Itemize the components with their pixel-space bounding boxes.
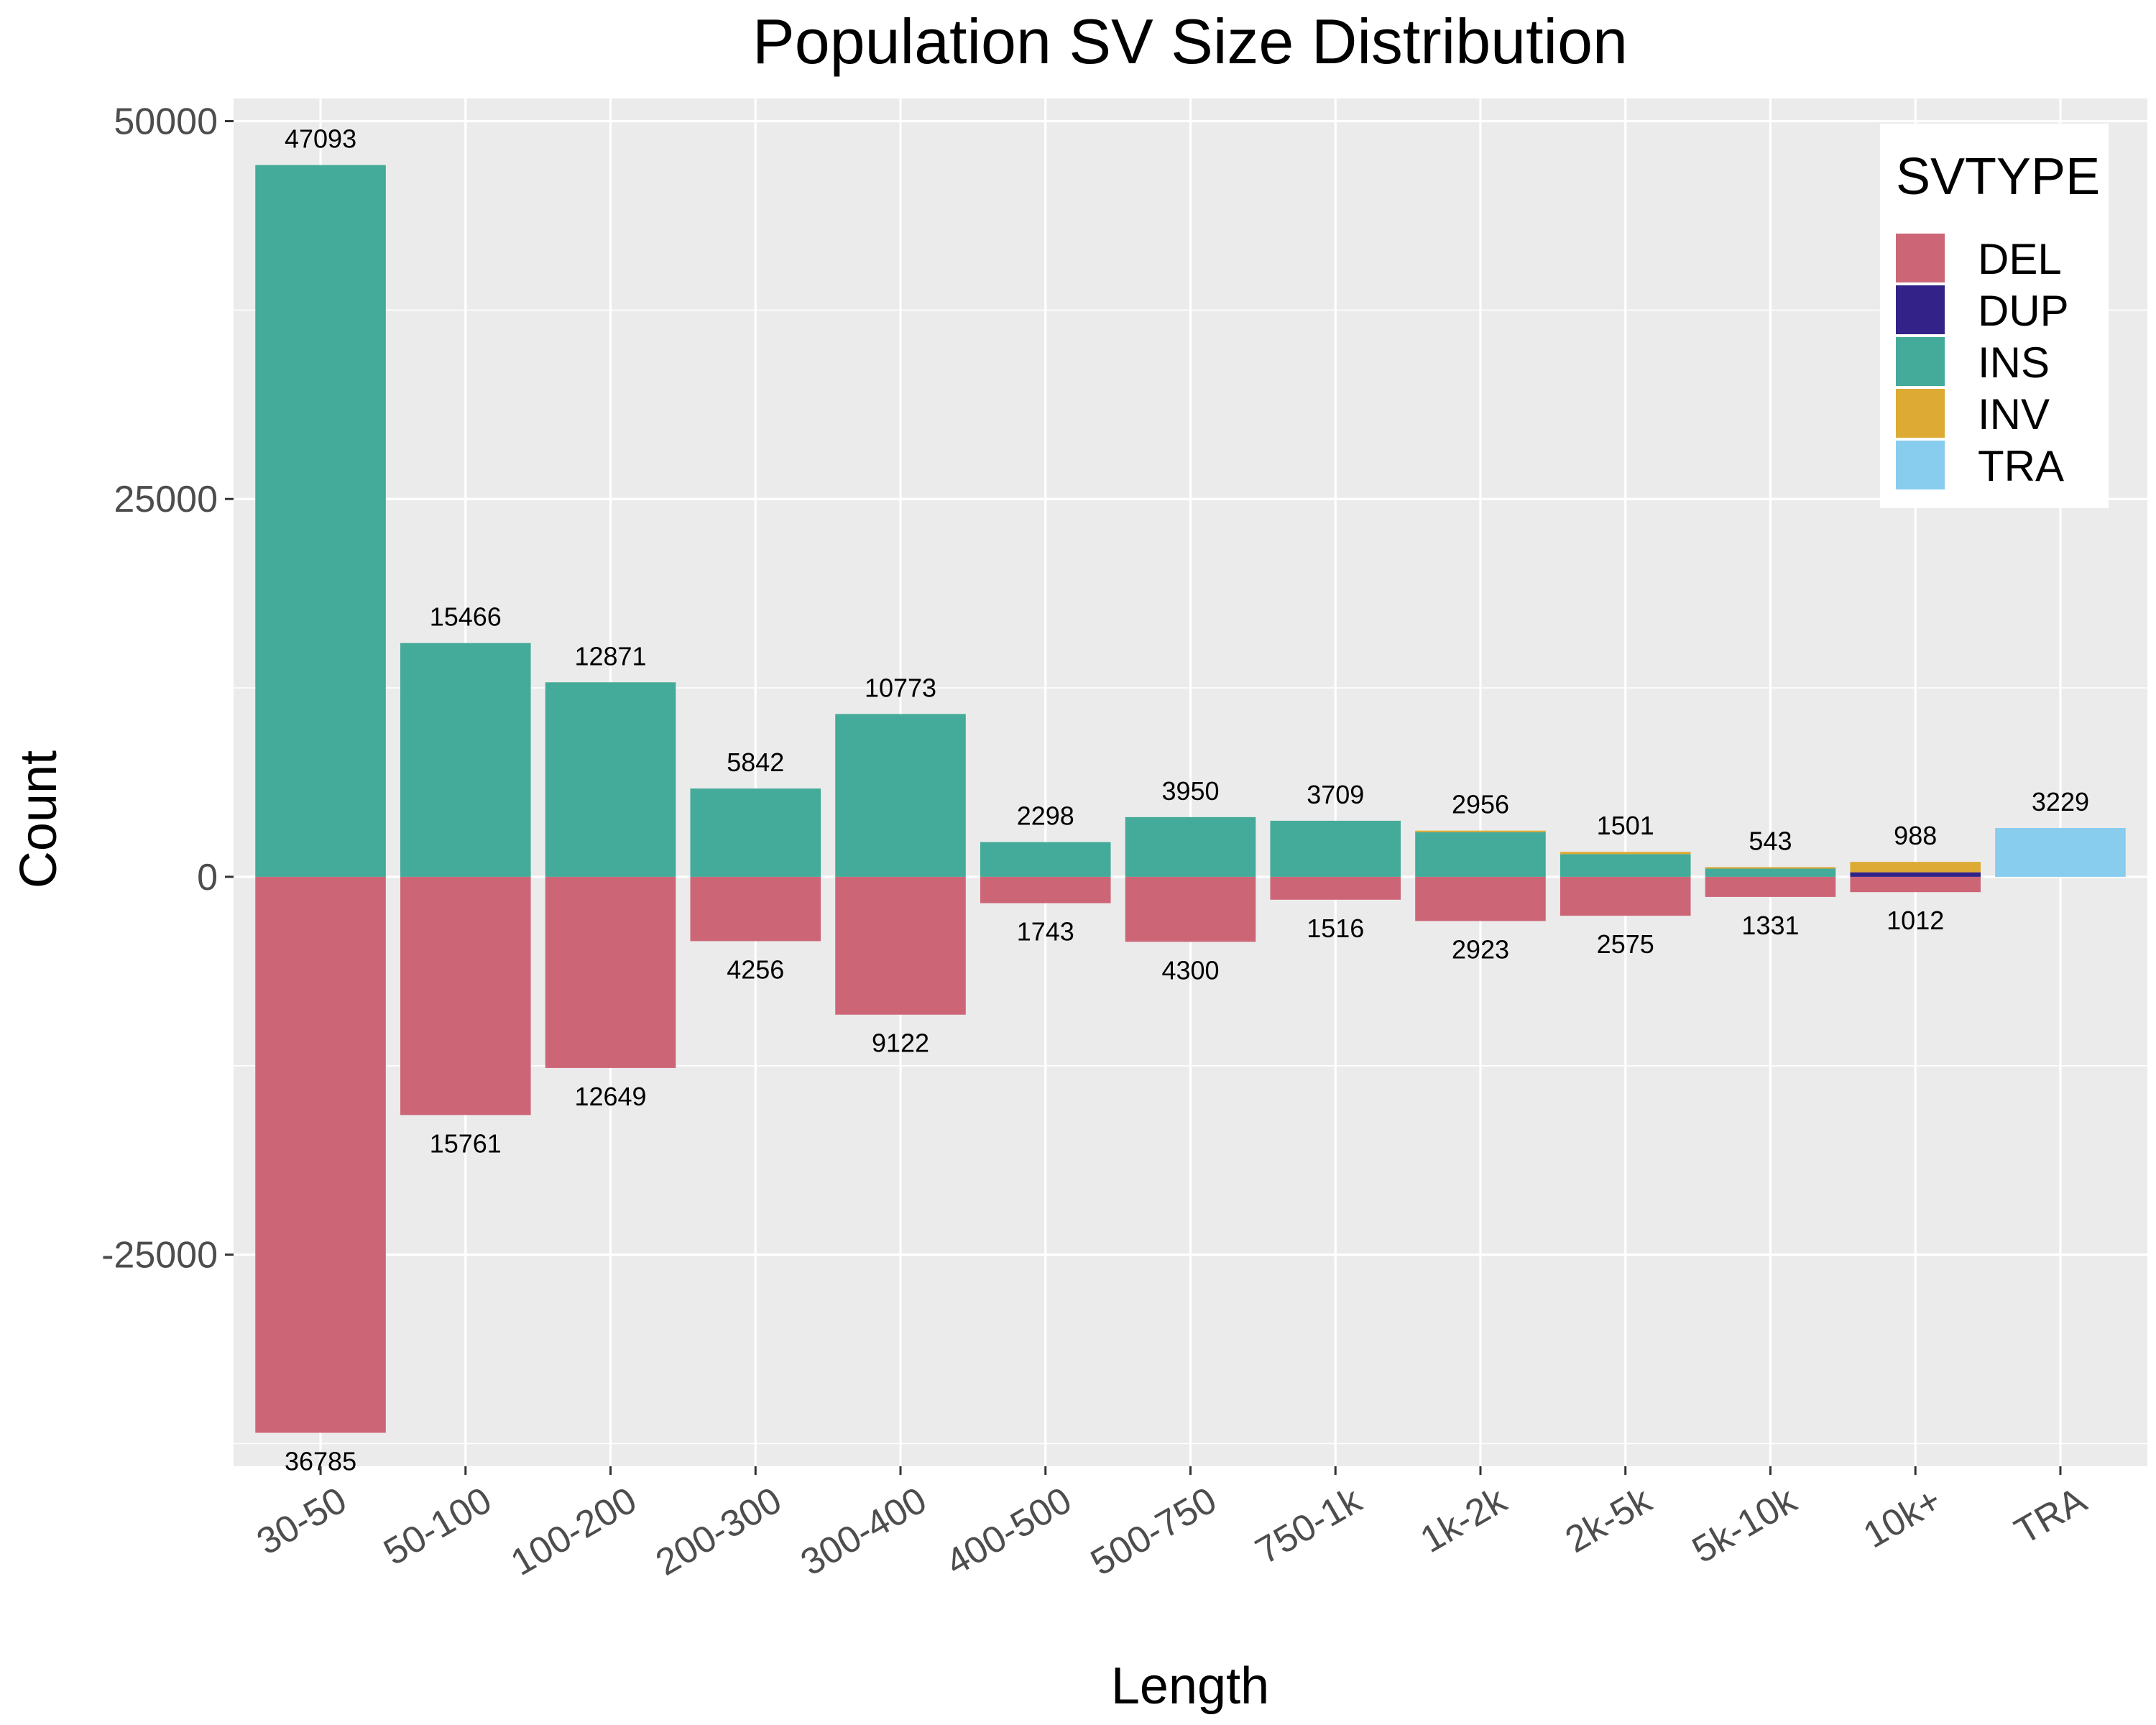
legend-label-dup: DUP (1978, 287, 2069, 335)
bar-label-negative: 1516 (1307, 914, 1364, 943)
x-tick-label: 5k-10k (1685, 1479, 1804, 1572)
legend-key-dup (1896, 285, 1945, 334)
x-tick-label: 300-400 (794, 1479, 934, 1584)
bar-label-negative: 1331 (1741, 911, 1799, 940)
y-axis: -25000 0 25000 50000 (101, 101, 234, 1276)
x-tick-label: TRA (2008, 1479, 2093, 1552)
legend-key-ins (1896, 337, 1945, 386)
bar-label-positive: 47093 (285, 124, 356, 154)
x-tick-label: 750-1k (1249, 1479, 1370, 1573)
y-tick-label: 0 (197, 857, 218, 898)
bar-ins-500-750 (1125, 816, 1256, 877)
y-axis-title: Count (10, 750, 68, 888)
x-tick-label: 50-100 (377, 1479, 499, 1573)
bar-label-negative: 2575 (1597, 929, 1654, 959)
legend-key-inv (1896, 389, 1945, 438)
bar-label-positive: 1501 (1597, 811, 1654, 840)
x-tick-label: 10k+ (1856, 1479, 1948, 1556)
bar-ins-400-500 (980, 842, 1111, 877)
legend-title: SVTYPE (1896, 148, 2100, 206)
bar-label-negative: 1743 (1017, 917, 1074, 947)
x-tick-label: 30-50 (250, 1479, 354, 1563)
x-tick-label: 500-750 (1084, 1479, 1223, 1584)
bar-del-500-750 (1125, 876, 1256, 942)
x-tick-label: 200-300 (649, 1479, 788, 1584)
bar-tra-TRA (1995, 828, 2126, 877)
bar-labels: 4709336785154661576112871126495842425610… (285, 124, 2089, 1476)
bar-ins-1k-2k (1415, 832, 1546, 877)
bar-del-5k-10k (1705, 876, 1836, 897)
bar-label-negative: 12649 (574, 1082, 646, 1111)
bar-del-400-500 (980, 876, 1111, 903)
bar-label-positive: 15466 (430, 602, 502, 632)
bar-del-10k+ (1850, 876, 1981, 893)
bar-del-750-1k (1270, 876, 1401, 900)
bar-label-positive: 10773 (865, 673, 936, 702)
bar-del-50-100 (400, 876, 531, 1116)
bar-ins-100-200 (545, 682, 676, 877)
legend-key-del (1896, 234, 1945, 282)
bar-label-positive: 3229 (2032, 787, 2089, 816)
bar-dup-10k+ (1850, 872, 1981, 877)
bar-label-negative: 9122 (872, 1029, 929, 1058)
x-tick-label: 2k-5k (1559, 1479, 1659, 1561)
legend-key-tra (1896, 441, 1945, 489)
bar-del-100-200 (545, 876, 676, 1068)
x-axis: 30-50 50-100 100-200 200-300 300-400 400-500 5… (250, 1466, 2093, 1584)
legend-label-ins: INS (1978, 339, 2050, 387)
bar-label-positive: 2298 (1017, 801, 1074, 831)
bar-label-positive: 2956 (1452, 790, 1509, 819)
bar-inv-2k-5k (1560, 852, 1691, 855)
bars (255, 165, 2126, 1433)
legend-label-del: DEL (1978, 235, 2062, 283)
bar-ins-300-400 (835, 714, 966, 877)
y-tick-label: 25000 (114, 479, 218, 520)
y-tick-label: -25000 (101, 1235, 218, 1276)
x-tick-label: 400-500 (939, 1479, 1078, 1584)
bar-label-negative: 4300 (1161, 955, 1219, 985)
bar-label-negative: 4256 (727, 954, 784, 984)
bar-inv-10k+ (1850, 862, 1981, 873)
bar-ins-30-50 (255, 165, 386, 877)
legend-label-inv: INV (1978, 390, 2050, 438)
bar-del-2k-5k (1560, 876, 1691, 916)
bar-inv-1k-2k (1415, 830, 1546, 832)
bar-del-30-50 (255, 876, 386, 1433)
x-tick-label: 1k-2k (1414, 1479, 1514, 1561)
bar-ins-750-1k (1270, 820, 1401, 877)
bar-inv-5k-10k (1705, 867, 1836, 869)
legend-label-tra: TRA (1978, 442, 2064, 490)
bar-label-positive: 12871 (574, 641, 646, 671)
y-tick-label: 50000 (114, 101, 218, 143)
bar-label-negative: 15761 (430, 1128, 502, 1158)
bar-label-positive: 3709 (1307, 780, 1364, 809)
bar-label-positive: 5842 (727, 748, 784, 777)
bar-del-1k-2k (1415, 876, 1546, 921)
bar-ins-2k-5k (1560, 854, 1691, 877)
x-axis-title: Length (1111, 1657, 1269, 1715)
bar-label-positive: 988 (1894, 821, 1937, 850)
bar-ins-50-100 (400, 643, 531, 877)
chart-title: Population SV Size Distribution (752, 6, 1628, 77)
bar-label-positive: 3950 (1161, 776, 1219, 806)
bar-label-negative: 1012 (1886, 906, 1944, 935)
bar-label-negative: 2923 (1452, 934, 1509, 964)
bar-ins-5k-10k (1705, 868, 1836, 877)
bar-del-300-400 (835, 876, 966, 1015)
bar-del-200-300 (690, 876, 821, 942)
bar-label-positive: 543 (1749, 826, 1792, 855)
bar-ins-200-300 (690, 788, 821, 877)
x-tick-label: 100-200 (504, 1479, 643, 1584)
